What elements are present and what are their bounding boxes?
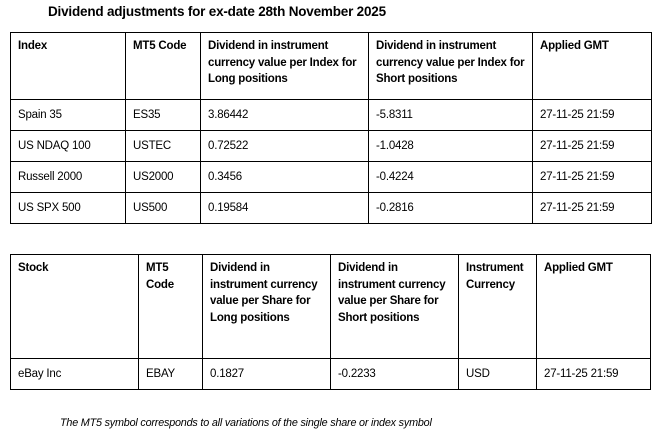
stock-name-cell: eBay Inc [10, 358, 139, 390]
stock-table-header-applied-gmt: Applied GMT [536, 254, 651, 359]
index-table-header-short-dividend: Dividend in instrument currency value pe… [368, 32, 533, 100]
index-name-cell: US NDAQ 100 [10, 130, 126, 162]
index-table-header-applied-gmt: Applied GMT [532, 32, 652, 100]
index-dividends-table: Index MT5 Code Dividend in instrument cu… [10, 32, 652, 224]
index-name-cell: US SPX 500 [10, 192, 126, 224]
applied-gmt-cell: 27-11-25 21:59 [532, 99, 652, 131]
table-row: Russell 2000 US2000 0.3456 -0.4224 27-11… [10, 161, 652, 193]
index-table-header-mt5-code: MT5 Code [125, 32, 201, 100]
stock-table-header-mt5-code: MT5 Code [138, 254, 203, 359]
table-row: US SPX 500 US500 0.19584 -0.2816 27-11-2… [10, 192, 652, 224]
long-dividend-cell: 0.3456 [200, 161, 369, 193]
short-dividend-cell: -5.8311 [368, 99, 533, 131]
stock-table-header-short-dividend: Dividend in instrument currency value pe… [330, 254, 459, 359]
long-dividend-cell: 0.1827 [202, 358, 331, 390]
mt5-symbol-footnote: The MT5 symbol corresponds to all variat… [60, 417, 432, 429]
index-name-cell: Russell 2000 [10, 161, 126, 193]
index-table-header-index: Index [10, 32, 126, 100]
mt5-code-cell: USTEC [125, 130, 201, 162]
stock-table-header-stock: Stock [10, 254, 139, 359]
long-dividend-cell: 0.19584 [200, 192, 369, 224]
long-dividend-cell: 0.72522 [200, 130, 369, 162]
stock-table-header-instrument-currency: Instrument Currency [458, 254, 537, 359]
page-title: Dividend adjustments for ex-date 28th No… [48, 4, 386, 19]
index-table-header-row: Index MT5 Code Dividend in instrument cu… [10, 32, 652, 100]
short-dividend-cell: -0.4224 [368, 161, 533, 193]
index-name-cell: Spain 35 [10, 99, 126, 131]
table-row: Spain 35 ES35 3.86442 -5.8311 27-11-25 2… [10, 99, 652, 131]
applied-gmt-cell: 27-11-25 21:59 [536, 358, 651, 390]
short-dividend-cell: -0.2233 [330, 358, 459, 390]
stock-dividends-table: Stock MT5 Code Dividend in instrument cu… [10, 254, 651, 390]
short-dividend-cell: -1.0428 [368, 130, 533, 162]
mt5-code-cell: ES35 [125, 99, 201, 131]
applied-gmt-cell: 27-11-25 21:59 [532, 192, 652, 224]
index-table-header-long-dividend: Dividend in instrument currency value pe… [200, 32, 369, 100]
mt5-code-cell: US2000 [125, 161, 201, 193]
mt5-code-cell: EBAY [138, 358, 203, 390]
applied-gmt-cell: 27-11-25 21:59 [532, 130, 652, 162]
mt5-code-cell: US500 [125, 192, 201, 224]
short-dividend-cell: -0.2816 [368, 192, 533, 224]
table-row: US NDAQ 100 USTEC 0.72522 -1.0428 27-11-… [10, 130, 652, 162]
stock-table-header-long-dividend: Dividend in instrument currency value pe… [202, 254, 331, 359]
applied-gmt-cell: 27-11-25 21:59 [532, 161, 652, 193]
table-row: eBay Inc EBAY 0.1827 -0.2233 USD 27-11-2… [10, 358, 651, 390]
long-dividend-cell: 3.86442 [200, 99, 369, 131]
instrument-currency-cell: USD [458, 358, 537, 390]
stock-table-header-row: Stock MT5 Code Dividend in instrument cu… [10, 254, 651, 359]
